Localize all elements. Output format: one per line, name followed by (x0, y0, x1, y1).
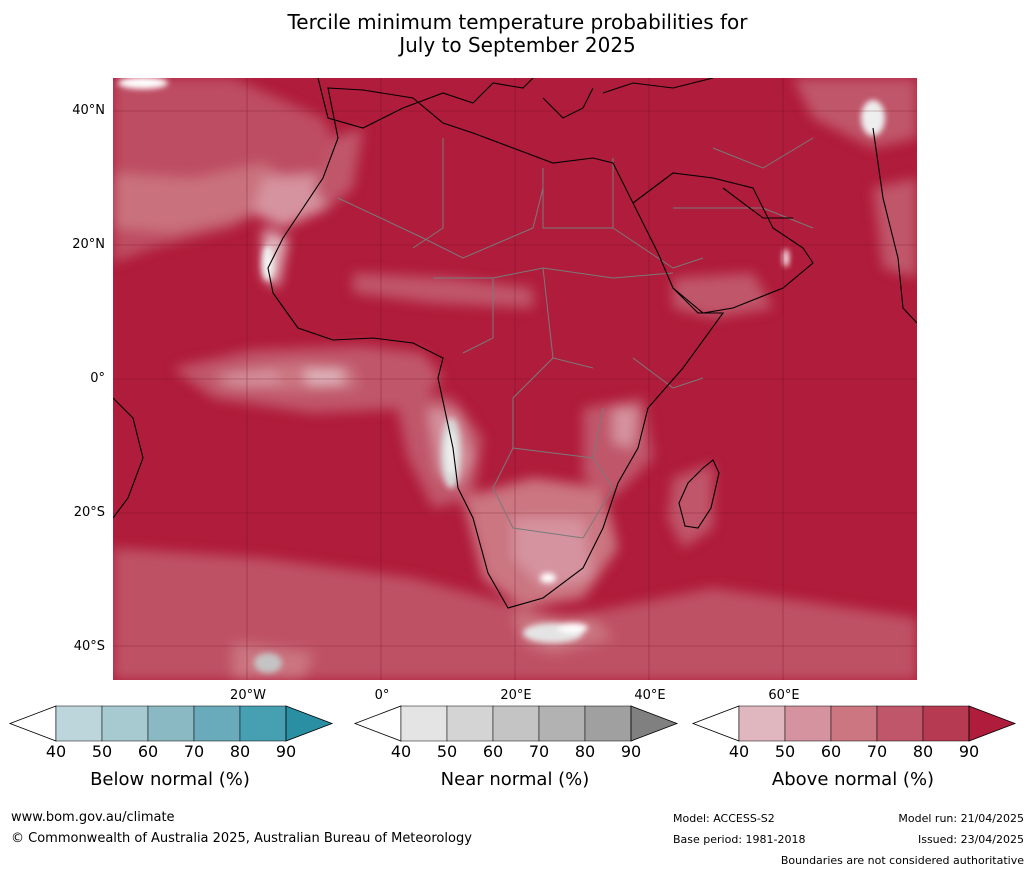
colorbar-below-tick-label: 60 (137, 742, 159, 761)
colorbar-below-extend-high (285, 705, 334, 742)
website-link[interactable]: www.bom.gov.au/climate (11, 810, 175, 825)
base-period: Base period: 1981-2018 (673, 833, 806, 846)
colorbar-title-below: Below normal (%) (90, 769, 250, 790)
colorbar-near-tick-label: 60 (482, 742, 504, 761)
lon-label-40e: 40°E (634, 688, 666, 703)
colorbar-above-tick-label: 60 (820, 742, 842, 761)
probability-map (113, 78, 917, 680)
colorbar-above-tick-label: 70 (866, 742, 888, 761)
coastlines (113, 78, 917, 609)
copyright-text: © Commonwealth of Australia 2025, Austra… (11, 831, 472, 846)
lon-label-60e: 60°E (768, 688, 800, 703)
model-run-date: Model run: 21/04/2025 (898, 812, 1024, 825)
colorbar-above-normal (691, 705, 1017, 742)
colorbar-below-bin (55, 705, 103, 742)
lat-label-40s: 40°S (73, 639, 105, 654)
colorbar-near-bin (400, 705, 448, 742)
colorbar-title-near: Near normal (%) (440, 769, 590, 790)
colorbar-below-bin (239, 705, 287, 742)
colorbar-near-extend-low (353, 705, 402, 742)
colorbar-near-extend-high (630, 705, 679, 742)
lat-label-0: 0° (90, 371, 105, 386)
colorbar-near-tick-label: 50 (436, 742, 458, 761)
chart-title-line1: Tercile minimum temperature probabilitie… (287, 10, 748, 34)
colorbar-below-extend-low (8, 705, 57, 742)
colorbar-below-bin (147, 705, 195, 742)
colorbar-above-tick-label: 40 (728, 742, 750, 761)
lon-label-0: 0° (374, 688, 390, 703)
colorbar-above-tick-label: 50 (774, 742, 796, 761)
colorbar-below-normal (8, 705, 334, 742)
colorbar-near-tick-label: 80 (574, 742, 596, 761)
colorbar-above-bin (876, 705, 924, 742)
colorbar-above-bin (830, 705, 878, 742)
lat-label-40n: 40°N (72, 103, 105, 118)
chart-title-line2: July to September 2025 (399, 33, 636, 57)
colorbar-above-tick-label: 90 (958, 742, 980, 761)
lon-label-20e: 20°E (500, 688, 532, 703)
colorbar-below-normal-svg (8, 705, 334, 742)
colorbar-above-bin (922, 705, 970, 742)
colorbar-near-normal (353, 705, 679, 742)
colorbar-near-tick-label: 90 (620, 742, 642, 761)
colorbar-near-tick-label: 40 (390, 742, 412, 761)
lat-label-20n: 20°N (72, 237, 105, 252)
colorbar-near-bin (492, 705, 540, 742)
colorbar-below-tick-label: 50 (91, 742, 113, 761)
colorbar-below-tick-label: 90 (275, 742, 297, 761)
colorbar-above-bin (784, 705, 832, 742)
lon-label-20w: 20°W (230, 688, 266, 703)
colorbar-above-normal-svg (691, 705, 1017, 742)
colorbar-near-tick-label: 70 (528, 742, 550, 761)
country-boundaries (337, 137, 814, 539)
model-name: Model: ACCESS-S2 (673, 812, 775, 825)
colorbar-title-above: Above normal (%) (771, 769, 935, 790)
issued-date: Issued: 23/04/2025 (917, 833, 1024, 846)
colorbar-below-bin (193, 705, 241, 742)
lat-label-20s: 20°S (73, 505, 105, 520)
colorbar-near-bin (584, 705, 632, 742)
colorbar-below-tick-label: 40 (45, 742, 67, 761)
colorbar-above-tick-label: 80 (912, 742, 934, 761)
colorbar-near-normal-svg (353, 705, 679, 742)
map-gridlines (113, 78, 917, 680)
colorbar-above-extend-low (691, 705, 740, 742)
colorbar-above-extend-high (968, 705, 1017, 742)
colorbar-below-tick-label: 70 (183, 742, 205, 761)
colorbar-below-tick-label: 80 (229, 742, 251, 761)
colorbar-near-bin (446, 705, 494, 742)
colorbar-near-bin (538, 705, 586, 742)
boundaries-disclaimer: Boundaries are not considered authoritat… (780, 854, 1024, 867)
colorbar-above-bin (738, 705, 786, 742)
colorbar-below-bin (101, 705, 149, 742)
probability-shading (113, 78, 917, 680)
